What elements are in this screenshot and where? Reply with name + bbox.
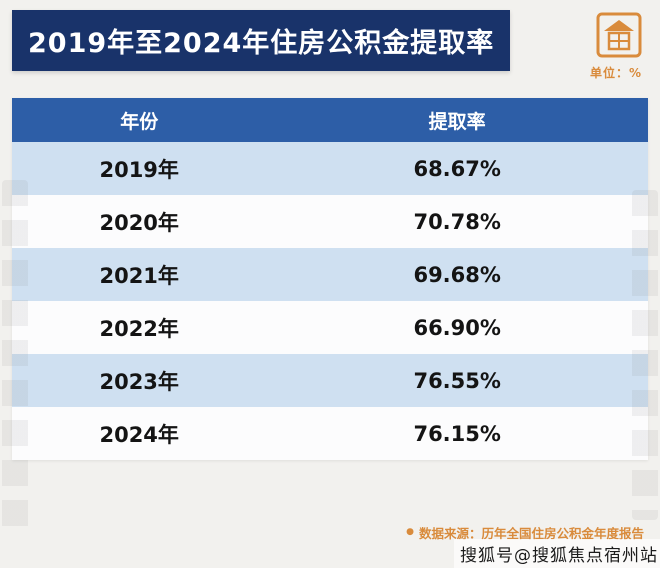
table-row: 2021年 69.68% — [12, 248, 648, 301]
table-row: 2023年 76.55% — [12, 354, 648, 407]
data-table: 年份 提取率 2019年 68.67% 2020年 70.78% 2021年 6… — [12, 98, 648, 460]
rate-cell: 76.15% — [413, 421, 501, 446]
table-row: 2024年 76.15% — [12, 407, 648, 460]
table-row: 2019年 68.67% — [12, 142, 648, 195]
table-header-row: 年份 提取率 — [12, 98, 648, 142]
rate-cell: 66.90% — [413, 315, 501, 340]
page-title: 2019年至2024年住房公积金提取率 — [12, 10, 511, 71]
rate-cell: 68.67% — [413, 156, 501, 181]
rate-cell: 70.78% — [413, 209, 501, 234]
column-header-year: 年份 — [120, 110, 159, 133]
year-cell: 2024年 — [99, 422, 179, 447]
watermark: 搜狐号@搜狐焦点宿州站 — [454, 539, 660, 568]
year-cell: 2019年 — [99, 157, 179, 182]
column-header-rate: 提取率 — [428, 110, 486, 133]
rate-cell: 69.68% — [413, 262, 501, 287]
house-icon — [596, 12, 642, 58]
unit-label: 单位：% — [589, 66, 642, 80]
year-cell: 2022年 — [99, 316, 179, 341]
year-cell: 2021年 — [99, 263, 179, 288]
table-row: 2020年 70.78% — [12, 195, 648, 248]
rate-cell: 76.55% — [413, 368, 501, 393]
year-cell: 2020年 — [99, 210, 179, 235]
bullet-icon: ● — [406, 527, 414, 537]
table-row: 2022年 66.90% — [12, 301, 648, 354]
year-cell: 2023年 — [99, 369, 179, 394]
source-text: 数据来源：历年全国住房公积金年度报告 — [418, 526, 644, 541]
data-source-note: ● 数据来源：历年全国住房公积金年度报告 — [406, 523, 644, 542]
